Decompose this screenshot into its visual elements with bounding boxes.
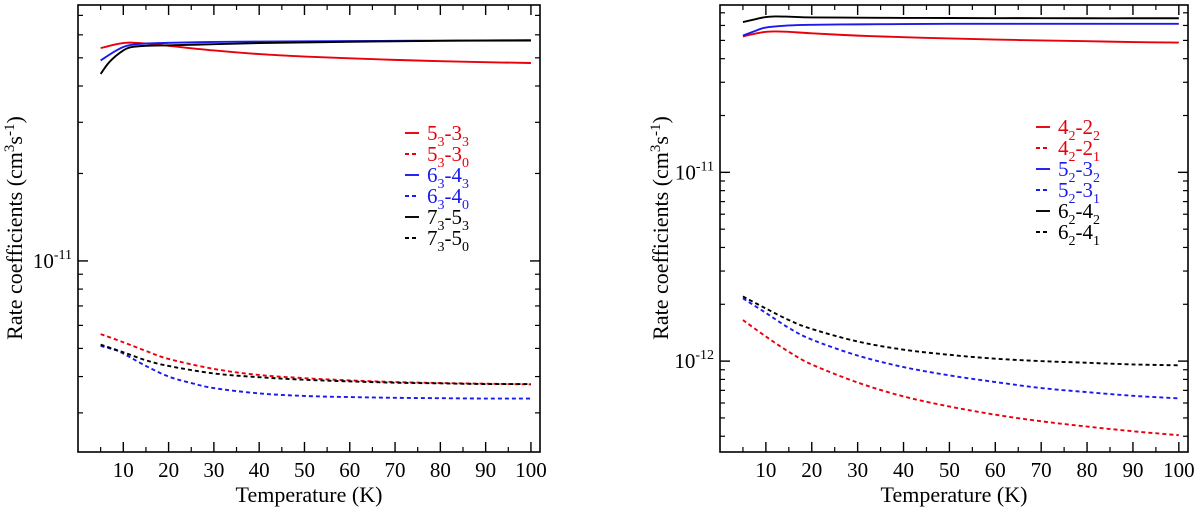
- series-line-5_3-3_0: [100, 333, 531, 386]
- legend-label-6_2-4_1: 62-41: [1058, 220, 1100, 249]
- x-tick-label: 30: [847, 458, 868, 482]
- legend-label-4_2-2_1: 42-21: [1058, 136, 1100, 165]
- x-tick-label: 40: [893, 458, 914, 482]
- series-line-5_2-3_2: [742, 22, 1179, 37]
- x-tick-label: 30: [203, 458, 224, 482]
- series-line-6_2-4_1: [742, 295, 1179, 367]
- legend-label-5_2-3_2: 52-32: [1058, 157, 1100, 186]
- x-tick-label: 40: [249, 458, 270, 482]
- x-tick-label: 100: [1163, 458, 1195, 482]
- x-tick-label: 10: [755, 458, 776, 482]
- series-line-5_3-3_3: [100, 41, 531, 64]
- y-axis-title: Rate coefficients (cm3s-1): [648, 116, 673, 340]
- series-line-4_2-2_2: [742, 30, 1179, 44]
- x-tick-label: 100: [515, 458, 547, 482]
- series-line-7_3-5_0: [100, 343, 531, 386]
- panel-left: 10 20 30 40 50 60 70 80 90 100 10-11 Temperature (K…: [2, 4, 547, 507]
- y-axis-title: Rate coefficients (cm3s-1): [2, 116, 27, 340]
- y-tick-label: 10-11: [33, 248, 72, 273]
- y-tick-label: 10-12: [674, 348, 714, 373]
- plot-frame: [77, 4, 541, 453]
- x-tick-label: 90: [475, 458, 496, 482]
- x-axis-title: Temperature (K): [236, 482, 383, 507]
- legend-label-6_3-4_0: 63-40: [427, 184, 469, 213]
- legend-label-7_3-5_3: 73-53: [427, 205, 469, 234]
- y-tick-label: 10-11: [675, 159, 714, 184]
- x-tick-label: 50: [294, 458, 315, 482]
- legend-label-5_3-3_3: 53-33: [427, 121, 469, 150]
- x-tick-label: 90: [1122, 458, 1143, 482]
- series-line-6_2-4_2: [742, 15, 1179, 24]
- legend-label-5_2-3_1: 52-31: [1058, 178, 1100, 207]
- x-tick-label: 20: [801, 458, 822, 482]
- legend-label-5_3-3_0: 53-30: [427, 142, 469, 171]
- legend-label-6_2-4_2: 62-42: [1058, 199, 1100, 228]
- series-line-5_2-3_1: [742, 297, 1179, 400]
- x-tick-label: 50: [939, 458, 960, 482]
- series-line-6_3-4_0: [100, 344, 531, 400]
- x-tick-label: 60: [339, 458, 360, 482]
- x-axis-title: Temperature (K): [881, 482, 1028, 507]
- x-tick-label: 70: [1031, 458, 1052, 482]
- x-tick-label: 70: [385, 458, 406, 482]
- plot-frame: [719, 4, 1189, 453]
- legend-label-4_2-2_2: 42-22: [1058, 115, 1100, 144]
- x-tick-label: 80: [1077, 458, 1098, 482]
- x-tick-label: 60: [985, 458, 1006, 482]
- series-line-7_3-5_3: [99, 39, 531, 75]
- panel-right: 10 20 30 40 50 60 70 80 90 100 10-11 10-12 Temperatu…: [648, 4, 1195, 507]
- x-tick-label: 20: [158, 458, 179, 482]
- legend-label-7_3-5_0: 73-50: [427, 226, 469, 255]
- legend-label-6_3-4_3: 63-43: [427, 163, 469, 192]
- x-tick-label: 80: [430, 458, 451, 482]
- x-tick-label: 10: [113, 458, 134, 482]
